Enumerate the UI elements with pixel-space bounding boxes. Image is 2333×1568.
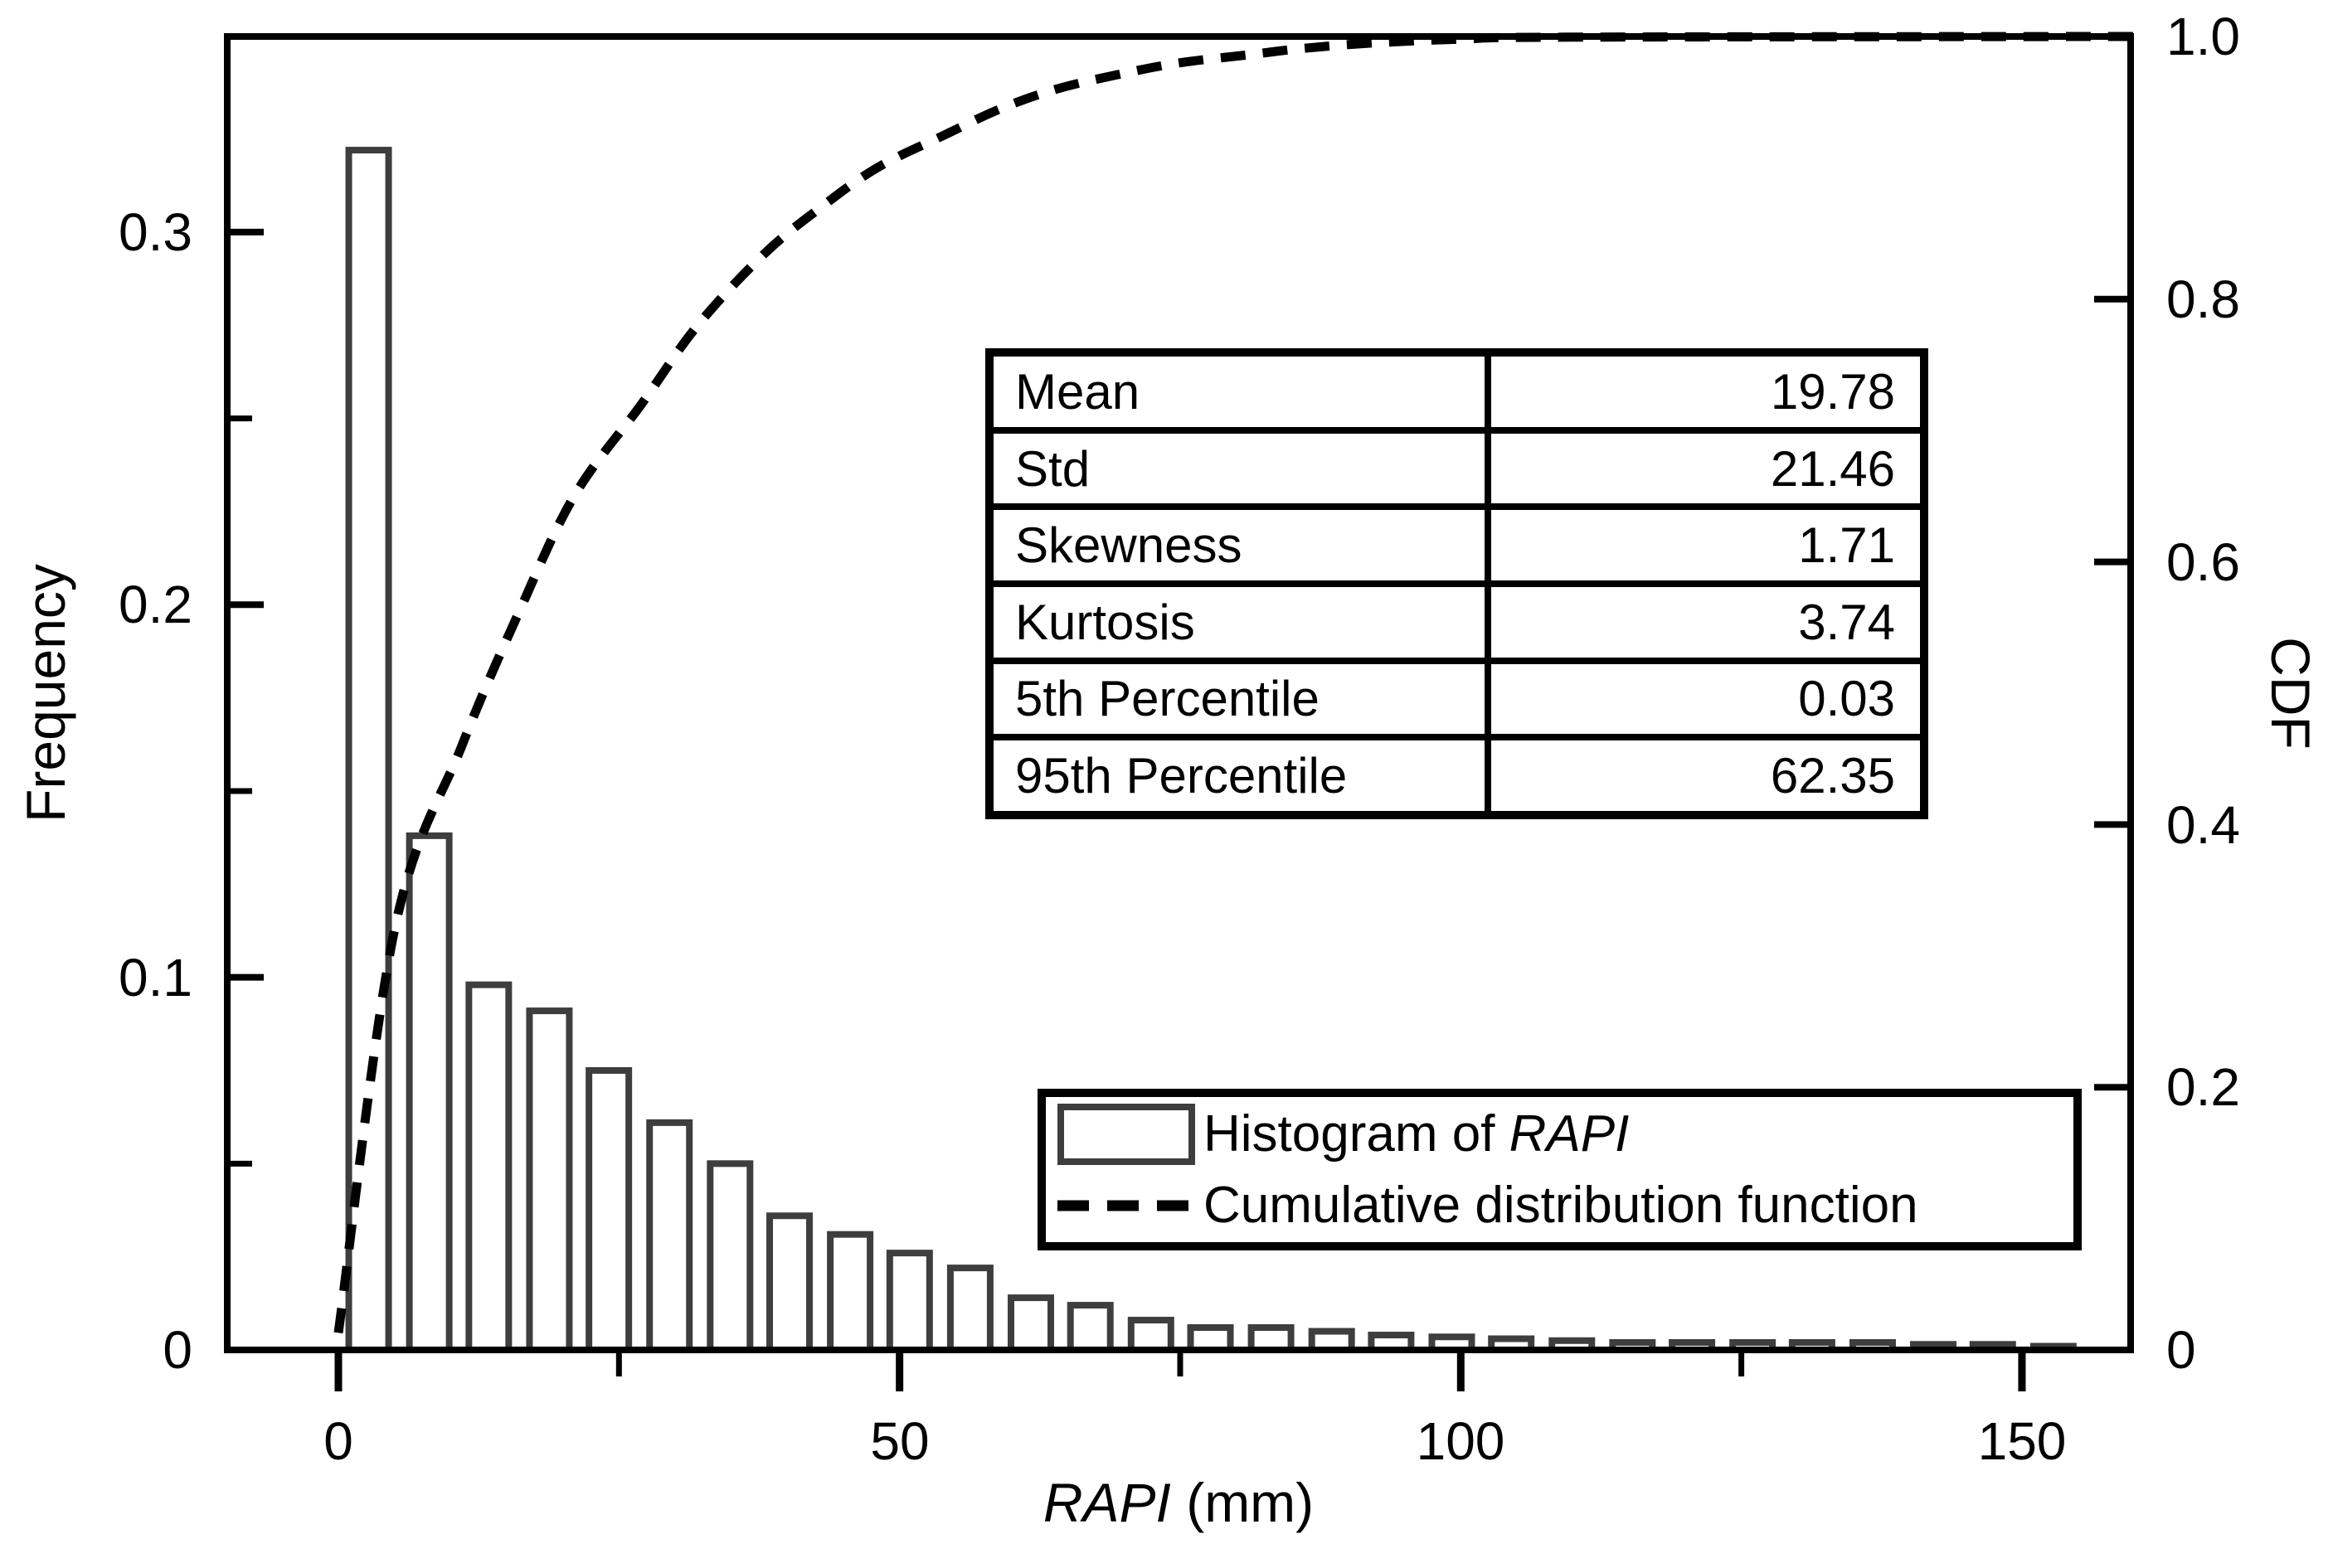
legend-label: Cumulative distribution function (1203, 1177, 1918, 1234)
histogram-bar (345, 147, 392, 1354)
y-right-tick-label: 0.8 (2166, 269, 2240, 329)
cdf-curve (333, 32, 2135, 1334)
stat-value: 21.46 (1485, 426, 1927, 511)
histogram-bar (707, 1160, 754, 1353)
stat-label: 5th Percentile (986, 657, 1491, 741)
histogram-bar (1007, 1294, 1054, 1353)
y-right-tick-label: 0.2 (2166, 1057, 2240, 1117)
table-row: Kurtosis 3.74 (986, 580, 1927, 664)
x-tick-label: 50 (870, 1411, 930, 1471)
histogram-bar (766, 1212, 814, 1353)
plot-frame (224, 33, 2134, 1353)
histogram-bar (526, 1007, 573, 1353)
dashed-line-sample (1057, 1200, 1188, 1211)
table-row: Skewness 1.71 (986, 503, 1927, 587)
legend-item-cdf: Cumulative distribution function (1057, 1170, 2073, 1241)
x-tick-label: 150 (1977, 1411, 2067, 1471)
stat-label: Mean (986, 349, 1491, 434)
table-row: Std 21.46 (986, 426, 1927, 511)
y-right-tick-label: 0.6 (2166, 532, 2240, 592)
histogram-bar (1067, 1302, 1114, 1353)
legend-item-histogram: Histogram of RAPI (1057, 1099, 2073, 1170)
stat-value: 62.35 (1485, 734, 1927, 818)
table-row: 5th Percentile 0.03 (986, 657, 1927, 741)
x-axis-title-units: (mm) (1170, 1472, 1315, 1533)
histogram-bar (886, 1250, 933, 1354)
stat-label: Std (986, 426, 1491, 511)
stat-value: 3.74 (1485, 580, 1927, 664)
histogram-bar (1247, 1324, 1295, 1354)
histogram-bar (827, 1231, 874, 1353)
y-right-tick-label: 1.0 (2166, 7, 2240, 66)
table-row: Mean 19.78 (986, 349, 1927, 434)
x-axis-title: RAPI (mm) (1043, 1472, 1314, 1533)
x-tick-label: 100 (1416, 1411, 1505, 1471)
y-left-tick-label: 0 (163, 1320, 192, 1380)
stat-value: 19.78 (1485, 349, 1927, 434)
histogram-bar (646, 1119, 693, 1354)
y-right-tick-label: 0 (2166, 1320, 2196, 1380)
y-left-tick-label: 0.2 (119, 575, 192, 634)
y-left-tick-label: 0.1 (119, 948, 192, 1007)
dashed-line-icon (1057, 1200, 1203, 1211)
legend-label: Histogram of RAPI (1203, 1104, 1629, 1163)
histogram-bar (465, 981, 513, 1353)
histogram-swatch (1057, 1103, 1195, 1165)
stat-value: 0.03 (1485, 657, 1927, 741)
table-row: 95th Percentile 62.35 (986, 734, 1927, 818)
stat-label: Skewness (986, 503, 1491, 587)
histogram-bar (1187, 1324, 1234, 1354)
histogram-bar (586, 1066, 633, 1354)
x-axis-title-italic: RAPI (1043, 1472, 1171, 1533)
histogram-bar (1127, 1317, 1174, 1353)
legend-label-italic: RAPI (1509, 1105, 1630, 1163)
stat-label: Kurtosis (986, 580, 1491, 664)
stat-value: 1.71 (1485, 503, 1927, 587)
histogram-bar (406, 832, 453, 1353)
histogram-bar (946, 1265, 994, 1353)
y-right-tick-label: 0.4 (2166, 795, 2240, 855)
stats-table: Mean 19.78 Std 21.46 Skewness 1.71 Kurto… (985, 348, 1928, 819)
stat-label: 95th Percentile (986, 734, 1491, 818)
histogram-swatch-icon (1057, 1103, 1203, 1165)
y-axis-title-frequency: Frequency (15, 564, 76, 823)
y-left-tick-label: 0.3 (119, 202, 192, 262)
x-tick-label: 0 (323, 1411, 353, 1471)
legend: Histogram of RAPI Cumulative distributio… (1038, 1089, 2082, 1250)
y-axis-title-cdf: CDF (2260, 637, 2321, 750)
legend-label-text: Histogram of (1203, 1105, 1509, 1163)
